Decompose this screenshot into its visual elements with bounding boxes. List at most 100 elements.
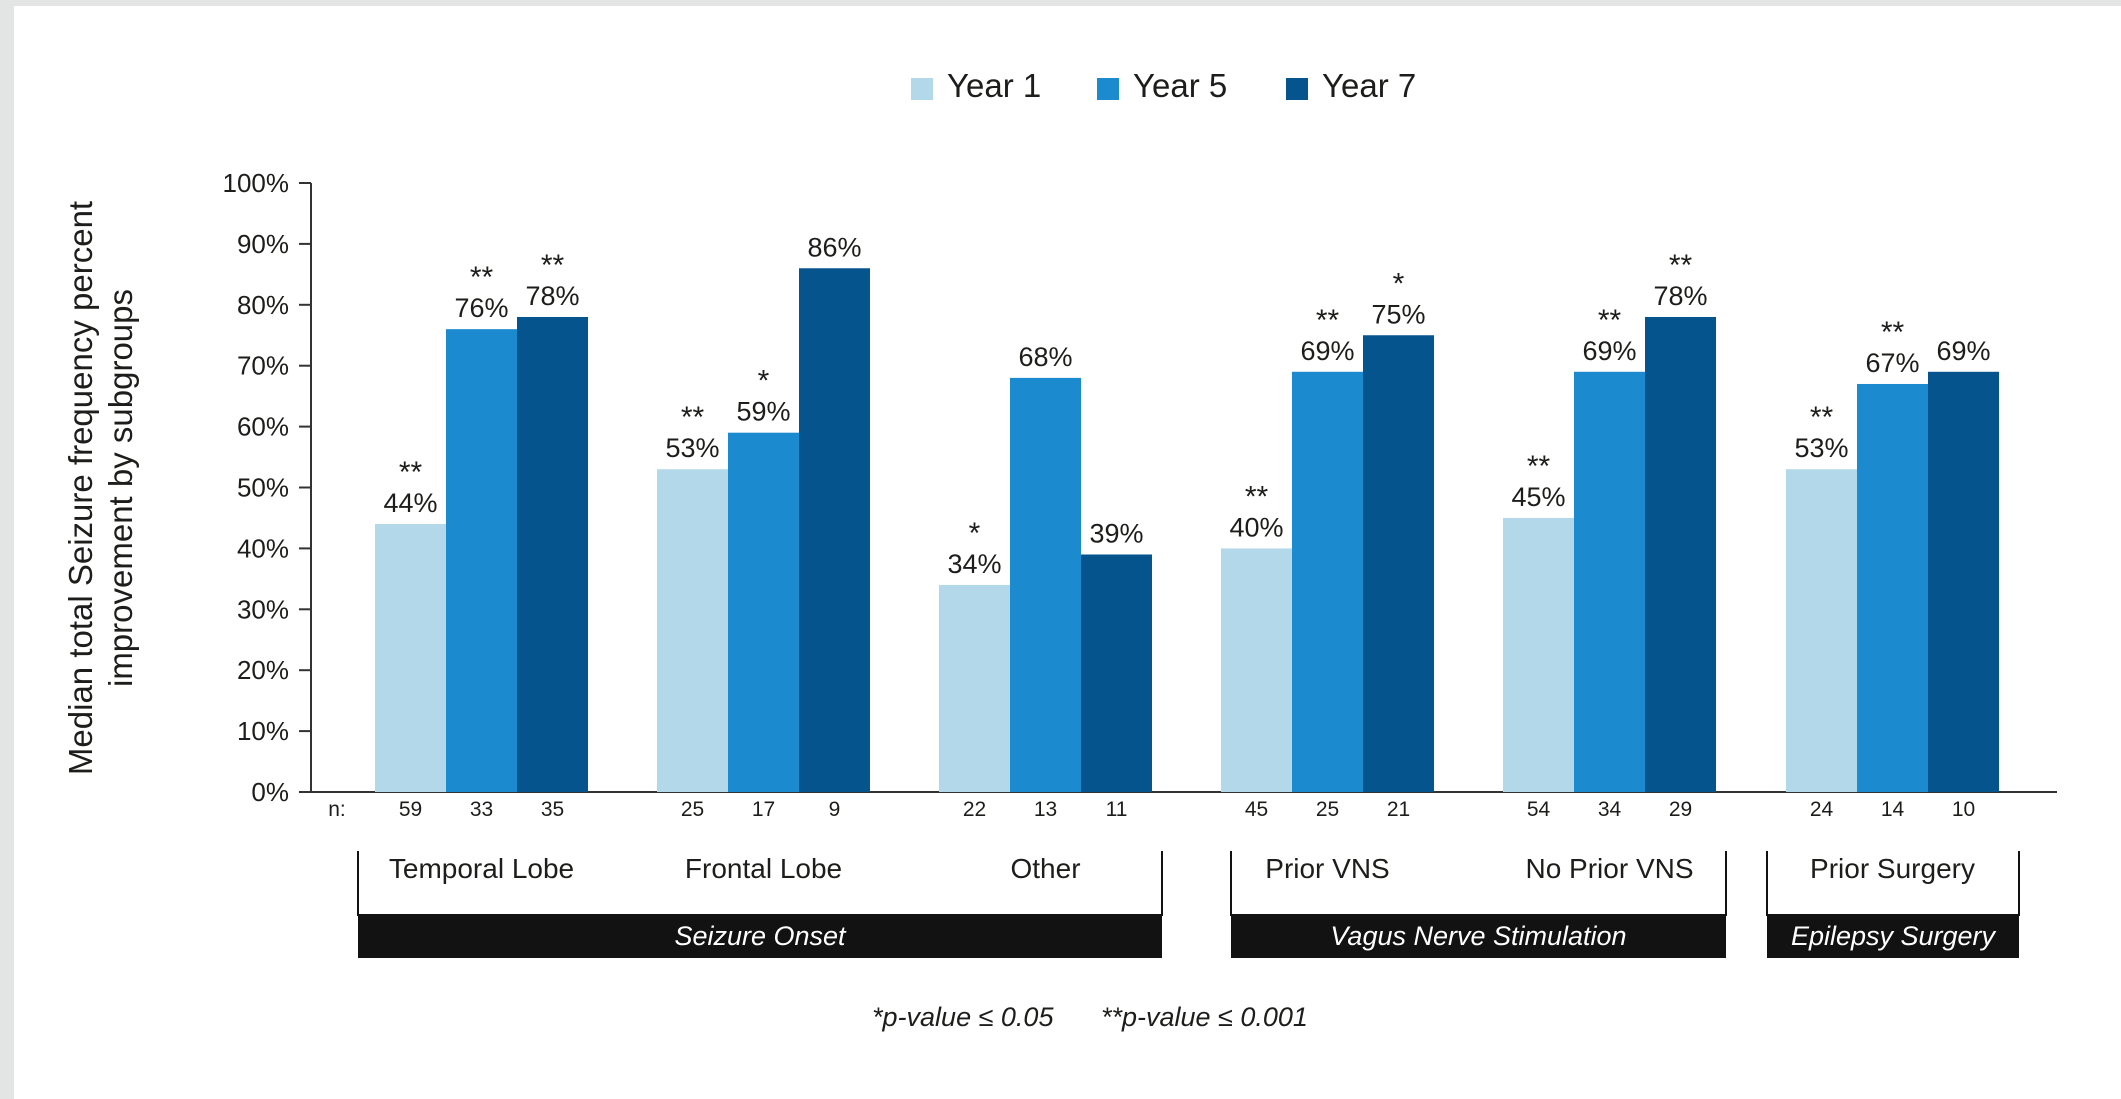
group-label-bar bbox=[1231, 914, 1726, 958]
y-tick-label: 0% bbox=[251, 777, 289, 807]
y-tick-label: 80% bbox=[237, 290, 289, 320]
data-label: 78% bbox=[1653, 281, 1707, 311]
category-label: Frontal Lobe bbox=[685, 853, 842, 884]
group-label: Seizure Onset bbox=[674, 921, 847, 951]
category-label: No Prior VNS bbox=[1525, 853, 1693, 884]
n-value: 10 bbox=[1952, 798, 1975, 821]
group-label-bar bbox=[358, 914, 1162, 958]
bar-1-3 bbox=[517, 316, 588, 792]
bar-2-3 bbox=[799, 268, 870, 792]
footnote: *p-value ≤ 0.05 **p-value ≤ 0.001 bbox=[872, 1002, 1308, 1032]
n-prefix-label: n: bbox=[328, 798, 346, 821]
bar-6-2 bbox=[1857, 383, 1928, 792]
n-value: 25 bbox=[1316, 798, 1339, 821]
y-tick-label: 50% bbox=[237, 473, 289, 503]
bar-4-1 bbox=[1221, 548, 1292, 792]
data-label: 86% bbox=[807, 232, 861, 262]
n-value: 33 bbox=[470, 798, 493, 821]
group-label: Vagus Nerve Stimulation bbox=[1330, 921, 1626, 951]
n-value: 9 bbox=[829, 798, 841, 821]
bar-6-1 bbox=[1786, 469, 1857, 792]
significance-marker: ** bbox=[1669, 249, 1693, 282]
y-axis: 0% 10% 20% 30% 40% 50% 60% 70% 80% 90% 100% bbox=[223, 168, 2057, 807]
y-tick-label: 70% bbox=[237, 351, 289, 381]
data-label: 69% bbox=[1300, 336, 1354, 366]
y-axis-label: Median total Seizure frequency percentim… bbox=[62, 201, 139, 775]
y-tick-label: 40% bbox=[237, 533, 289, 563]
significance-marker: * bbox=[1393, 267, 1405, 300]
bar-3-3 bbox=[1081, 554, 1152, 792]
legend-swatch-1 bbox=[911, 78, 933, 100]
data-label: 40% bbox=[1229, 512, 1283, 542]
value-labels: 44%**76%**78%**53%** 59%*86%34%*68%39% 40%… bbox=[383, 232, 1990, 579]
data-label: 34% bbox=[947, 549, 1001, 579]
y-tick-label: 60% bbox=[237, 412, 289, 442]
bar-5-2 bbox=[1574, 371, 1645, 792]
n-value: 35 bbox=[541, 798, 564, 821]
n-value: 29 bbox=[1669, 798, 1692, 821]
data-label: 39% bbox=[1089, 518, 1143, 548]
y-axis-title-line-2: improvement by subgroups bbox=[102, 289, 139, 687]
legend-label-1: Year 1 bbox=[947, 67, 1041, 104]
legend-swatch-2 bbox=[1097, 78, 1119, 100]
data-label: 45% bbox=[1511, 482, 1565, 512]
y-tick-label: 10% bbox=[237, 716, 289, 746]
group-brackets: Seizure Onset Vagus Nerve Stimulation Epil… bbox=[357, 851, 2020, 958]
y-tick-label: 100% bbox=[223, 168, 290, 198]
n-value: 24 bbox=[1810, 798, 1834, 821]
bar-1-2 bbox=[446, 329, 517, 792]
n-value: 14 bbox=[1881, 798, 1905, 821]
legend-label-3: Year 7 bbox=[1322, 67, 1416, 104]
legend-label-2: Year 5 bbox=[1133, 67, 1227, 104]
significance-marker: ** bbox=[1527, 450, 1551, 483]
category-label: Prior Surgery bbox=[1810, 853, 1975, 884]
bar-2-2 bbox=[728, 432, 799, 792]
significance-marker: * bbox=[758, 365, 770, 398]
bar-4-3 bbox=[1363, 335, 1434, 792]
n-value: 21 bbox=[1387, 798, 1410, 821]
significance-marker: ** bbox=[1316, 304, 1340, 337]
n-value: 54 bbox=[1527, 798, 1551, 821]
category-label: Prior VNS bbox=[1265, 853, 1389, 884]
data-label: 76% bbox=[454, 293, 508, 323]
data-label: 75% bbox=[1371, 299, 1425, 329]
group-label-bar bbox=[1767, 914, 2019, 958]
significance-marker: * bbox=[969, 517, 981, 550]
data-label: 59% bbox=[736, 397, 790, 427]
n-value: 13 bbox=[1034, 798, 1057, 821]
bar-5-3 bbox=[1645, 316, 1716, 792]
significance-marker: ** bbox=[470, 261, 494, 294]
data-label: 67% bbox=[1865, 348, 1919, 378]
bar-4-2 bbox=[1292, 371, 1363, 792]
data-label: 69% bbox=[1936, 336, 1990, 366]
data-label: 78% bbox=[525, 281, 579, 311]
data-label: 44% bbox=[383, 488, 437, 518]
y-tick-label: 30% bbox=[237, 594, 289, 624]
bar-2-1 bbox=[657, 469, 728, 792]
category-label: Other bbox=[1010, 853, 1080, 884]
bar-6-3 bbox=[1928, 371, 1999, 792]
significance-marker: ** bbox=[1810, 401, 1834, 434]
bars bbox=[375, 268, 1999, 792]
data-label: 53% bbox=[1794, 433, 1848, 463]
n-value: 11 bbox=[1106, 798, 1128, 821]
bar-3-2 bbox=[1010, 377, 1081, 792]
n-value: 59 bbox=[399, 798, 422, 821]
significance-marker: ** bbox=[541, 249, 565, 282]
legend-swatch-3 bbox=[1286, 78, 1308, 100]
n-value: 34 bbox=[1598, 798, 1622, 821]
data-label: 69% bbox=[1582, 336, 1636, 366]
legend: Year 1 Year 5 Year 7 bbox=[911, 67, 1416, 104]
n-value: 25 bbox=[681, 798, 704, 821]
data-label: 53% bbox=[665, 433, 719, 463]
significance-marker: ** bbox=[681, 401, 705, 434]
footnote-double: **p-value ≤ 0.001 bbox=[1101, 1002, 1308, 1032]
y-tick-label: 20% bbox=[237, 655, 289, 685]
significance-marker: ** bbox=[1598, 304, 1622, 337]
sample-size-row: n: 59 33 35 25 17 9 22 13 11 45 25 21 54 34 29 24 14 10 bbox=[328, 798, 1975, 821]
group-label: Epilepsy Surgery bbox=[1791, 921, 1997, 951]
n-value: 22 bbox=[963, 798, 986, 821]
chart-frame: Year 1 Year 5 Year 7 Median total Seizure … bbox=[14, 6, 2121, 1099]
bar-chart: Year 1 Year 5 Year 7 Median total Seizure … bbox=[62, 67, 2057, 1032]
data-label: 68% bbox=[1018, 342, 1072, 372]
